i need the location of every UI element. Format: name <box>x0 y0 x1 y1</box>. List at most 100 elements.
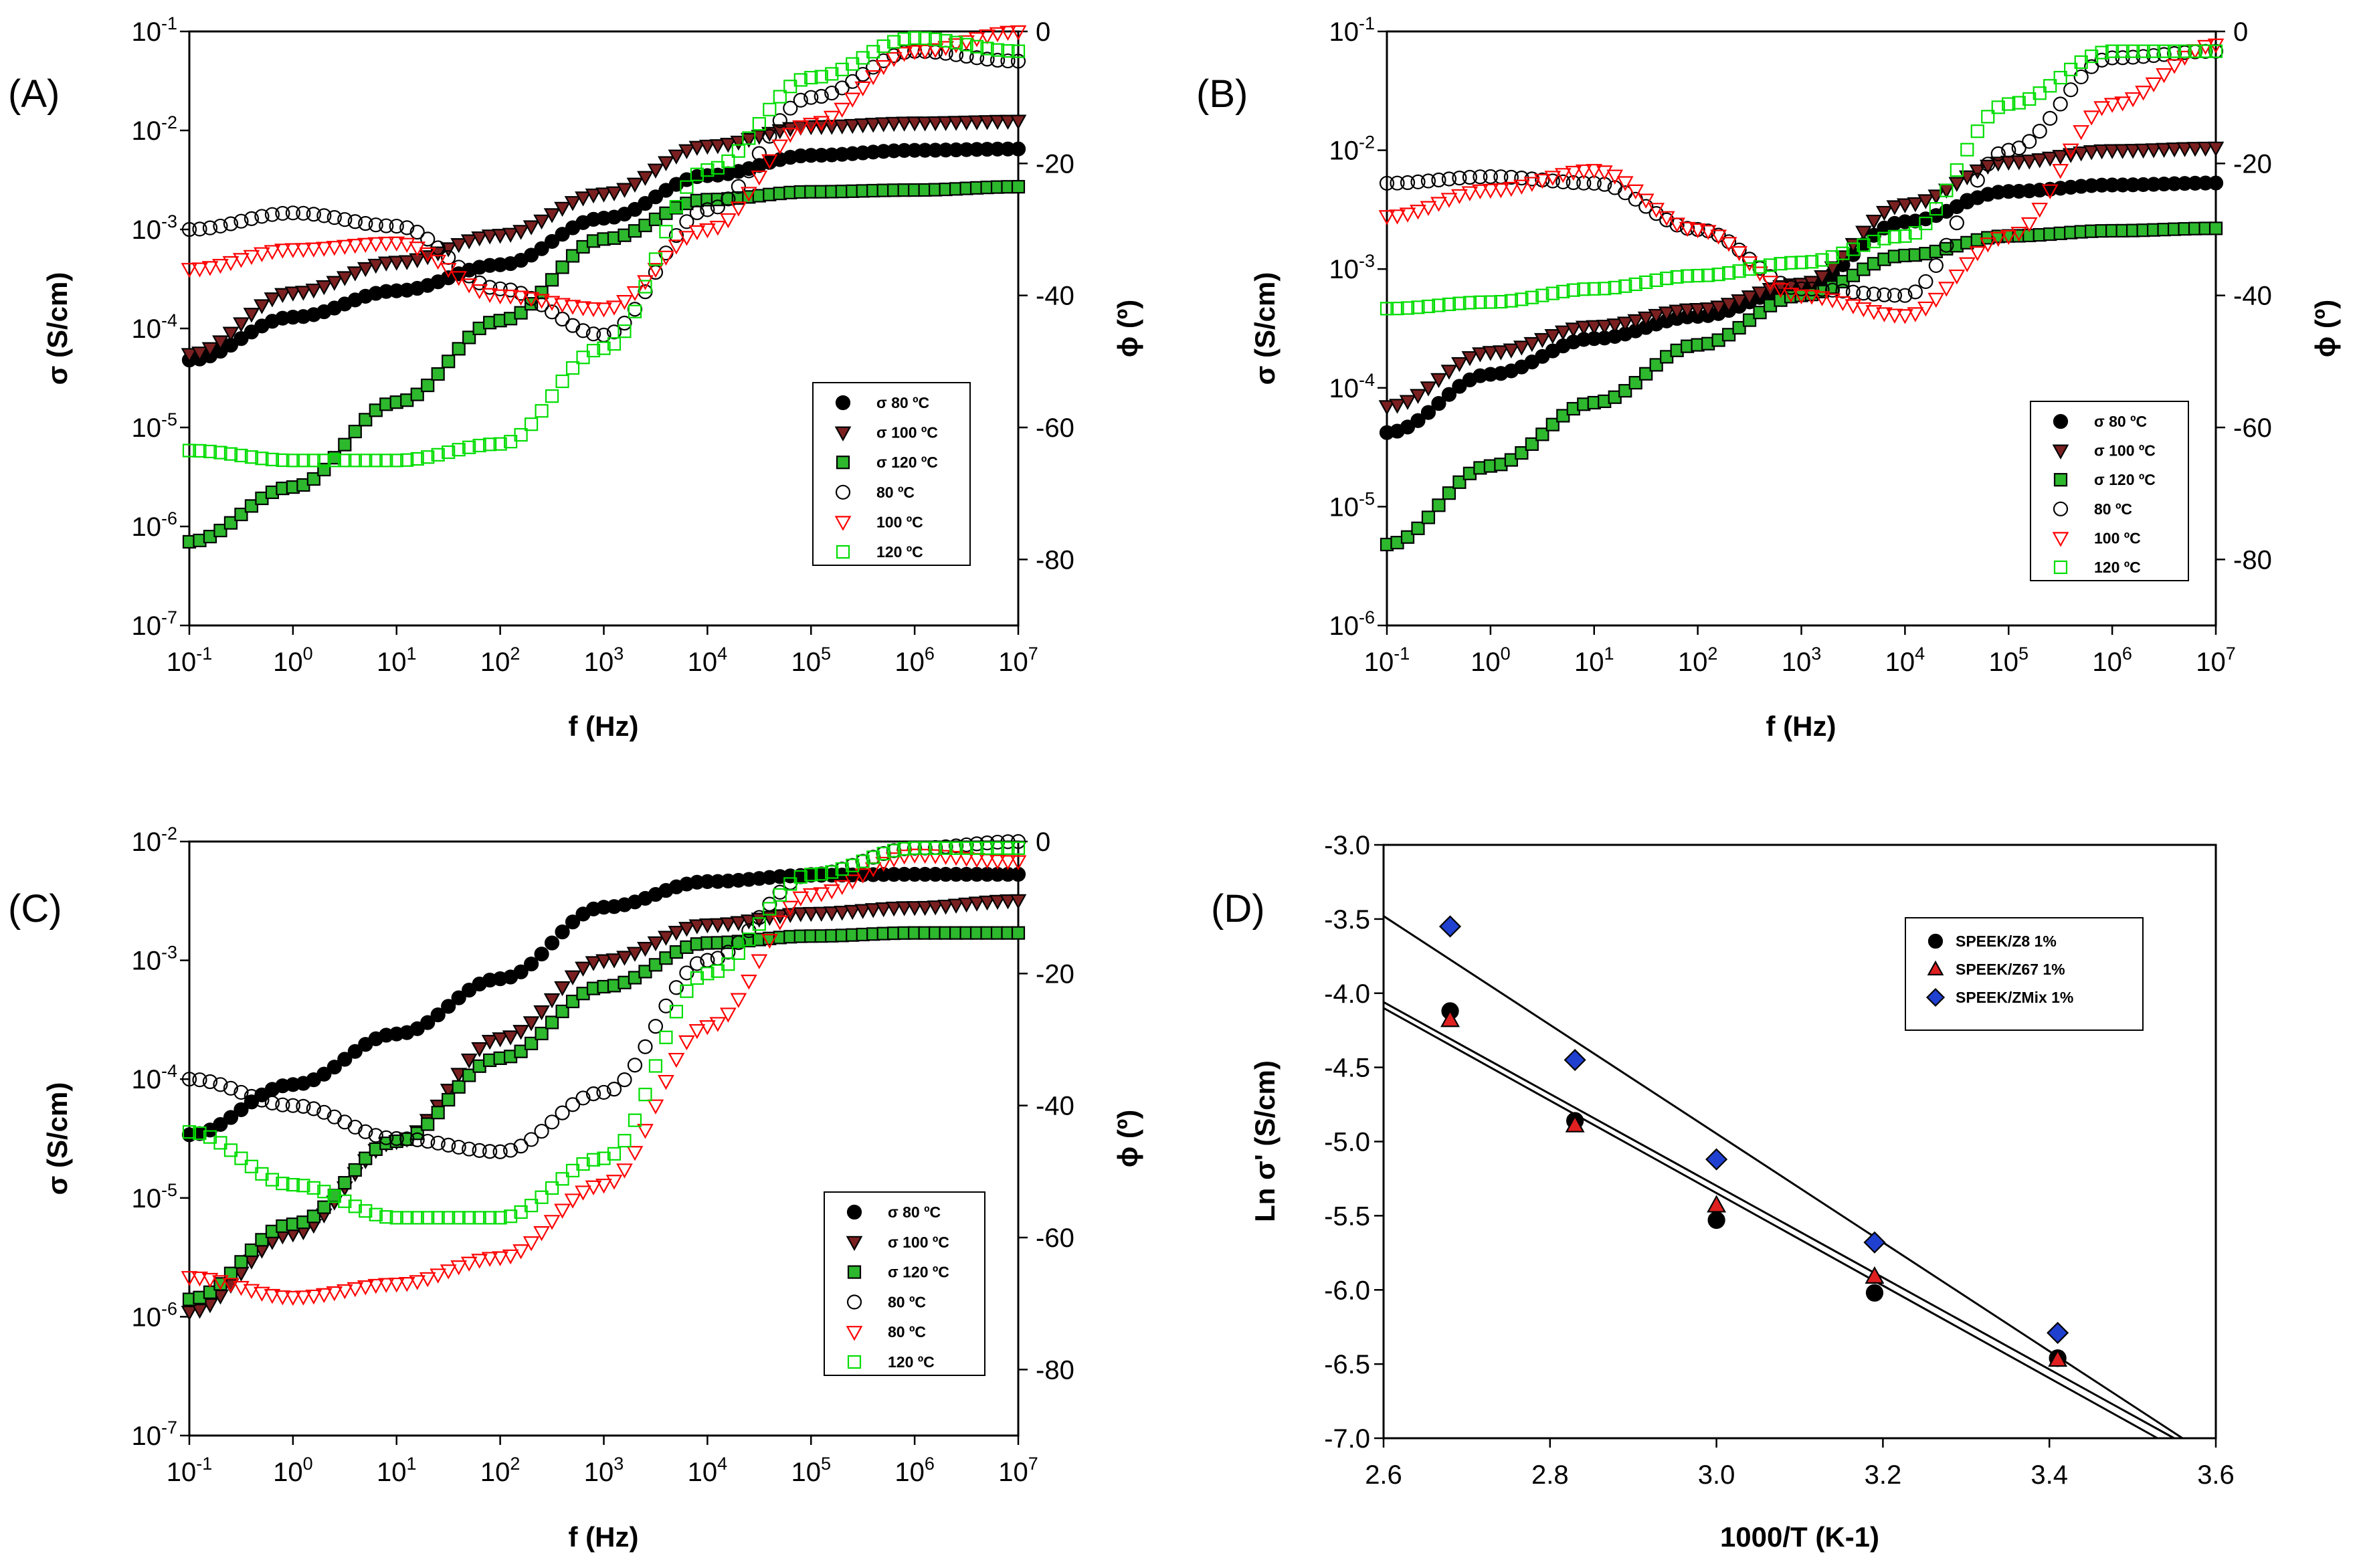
legend-marker <box>2053 473 2068 487</box>
data-point <box>1451 189 1468 205</box>
data-point <box>773 888 787 902</box>
data-point <box>2126 44 2140 58</box>
tick-label: 10-6 <box>131 508 177 542</box>
data-point <box>731 144 745 158</box>
data-point <box>1606 318 1624 334</box>
data-point <box>357 262 374 278</box>
data-point <box>1721 234 1737 250</box>
tick-label: 10-4 <box>1329 370 1375 403</box>
data-point <box>222 256 240 272</box>
data-point <box>296 454 310 468</box>
data-point <box>212 258 229 274</box>
data-point <box>1616 176 1634 191</box>
data-point <box>234 507 248 522</box>
data-point <box>265 1173 279 1187</box>
data-point <box>989 854 1006 870</box>
data-point <box>1804 255 1819 269</box>
data-point <box>814 70 828 84</box>
data-point <box>347 239 364 254</box>
data-point <box>1648 203 1665 218</box>
data-point <box>420 231 436 247</box>
data-point <box>742 131 756 145</box>
data-point <box>668 239 685 255</box>
legend-entry: 120 ºC <box>876 543 923 561</box>
data-point <box>844 118 861 134</box>
data-point <box>524 1198 539 1213</box>
data-point <box>617 1072 632 1088</box>
data-point <box>1432 298 1446 312</box>
data-point <box>1721 266 1736 280</box>
data-point <box>274 288 291 303</box>
data-point <box>802 118 820 133</box>
legend-marker <box>847 1265 862 1279</box>
data-point <box>1845 237 1862 254</box>
data-point <box>182 444 197 458</box>
data-point <box>2041 184 2059 199</box>
data-point <box>450 238 468 254</box>
legend-entry: 100 ºC <box>2094 529 2141 547</box>
data-point <box>264 1288 281 1304</box>
data-point <box>504 435 518 449</box>
data-point <box>212 335 229 351</box>
data-point <box>586 1153 601 1167</box>
data-point <box>2145 143 2162 159</box>
data-point <box>616 183 633 198</box>
data-point <box>2001 142 2016 158</box>
data-point <box>1628 376 1642 390</box>
legend-entry: σ 120 ºC <box>888 1264 949 1281</box>
data-point <box>1669 304 1686 320</box>
data-point <box>1000 114 1016 130</box>
data-point <box>1010 855 1027 870</box>
data-point <box>627 1058 643 1073</box>
data-point <box>472 1211 486 1225</box>
data-point <box>564 196 581 211</box>
data-point <box>1011 841 1026 855</box>
data-point <box>627 302 643 317</box>
data-point <box>389 454 403 468</box>
data-point <box>1399 207 1416 223</box>
data-point <box>979 895 996 911</box>
legend-entry: 120 ºC <box>2094 559 2141 576</box>
data-point <box>1845 284 1861 300</box>
data-point <box>1494 294 1508 309</box>
data-point <box>1720 237 1737 252</box>
data-point <box>1762 276 1779 291</box>
data-point <box>949 841 963 855</box>
data-point <box>700 202 715 217</box>
data-point <box>181 1271 198 1286</box>
data-point <box>243 250 260 266</box>
tick-label: 3.0 <box>1698 1460 1735 1490</box>
data-point <box>875 856 892 872</box>
data-point <box>731 946 745 960</box>
data-point <box>793 870 808 884</box>
tick-label: 10-5 <box>1329 488 1375 522</box>
data-point <box>917 900 933 916</box>
data-point <box>1523 177 1541 192</box>
data-point <box>2031 153 2049 169</box>
data-point <box>773 90 787 104</box>
tick-label: 10-5 <box>131 409 177 443</box>
data-point <box>305 1289 322 1305</box>
data-point <box>648 1019 664 1034</box>
data-point <box>441 999 456 1014</box>
data-point <box>1000 25 1016 41</box>
data-point <box>834 119 851 134</box>
data-point <box>937 41 954 56</box>
data-point <box>254 1092 270 1108</box>
data-point <box>969 39 984 54</box>
tick-label: 104 <box>688 644 728 677</box>
data-point <box>471 1254 488 1269</box>
data-point <box>637 942 654 957</box>
legend-marker <box>2053 560 2068 575</box>
data-point <box>2166 59 2183 74</box>
data-point <box>1970 124 1984 138</box>
data-point <box>223 1080 239 1096</box>
tick-label: 105 <box>1988 644 2028 677</box>
data-point <box>875 60 892 76</box>
data-point <box>2052 150 2069 165</box>
data-point <box>379 1130 394 1145</box>
data-point <box>990 841 1005 855</box>
data-point <box>326 241 343 256</box>
data-point <box>1865 305 1883 320</box>
data-point <box>989 894 1006 910</box>
